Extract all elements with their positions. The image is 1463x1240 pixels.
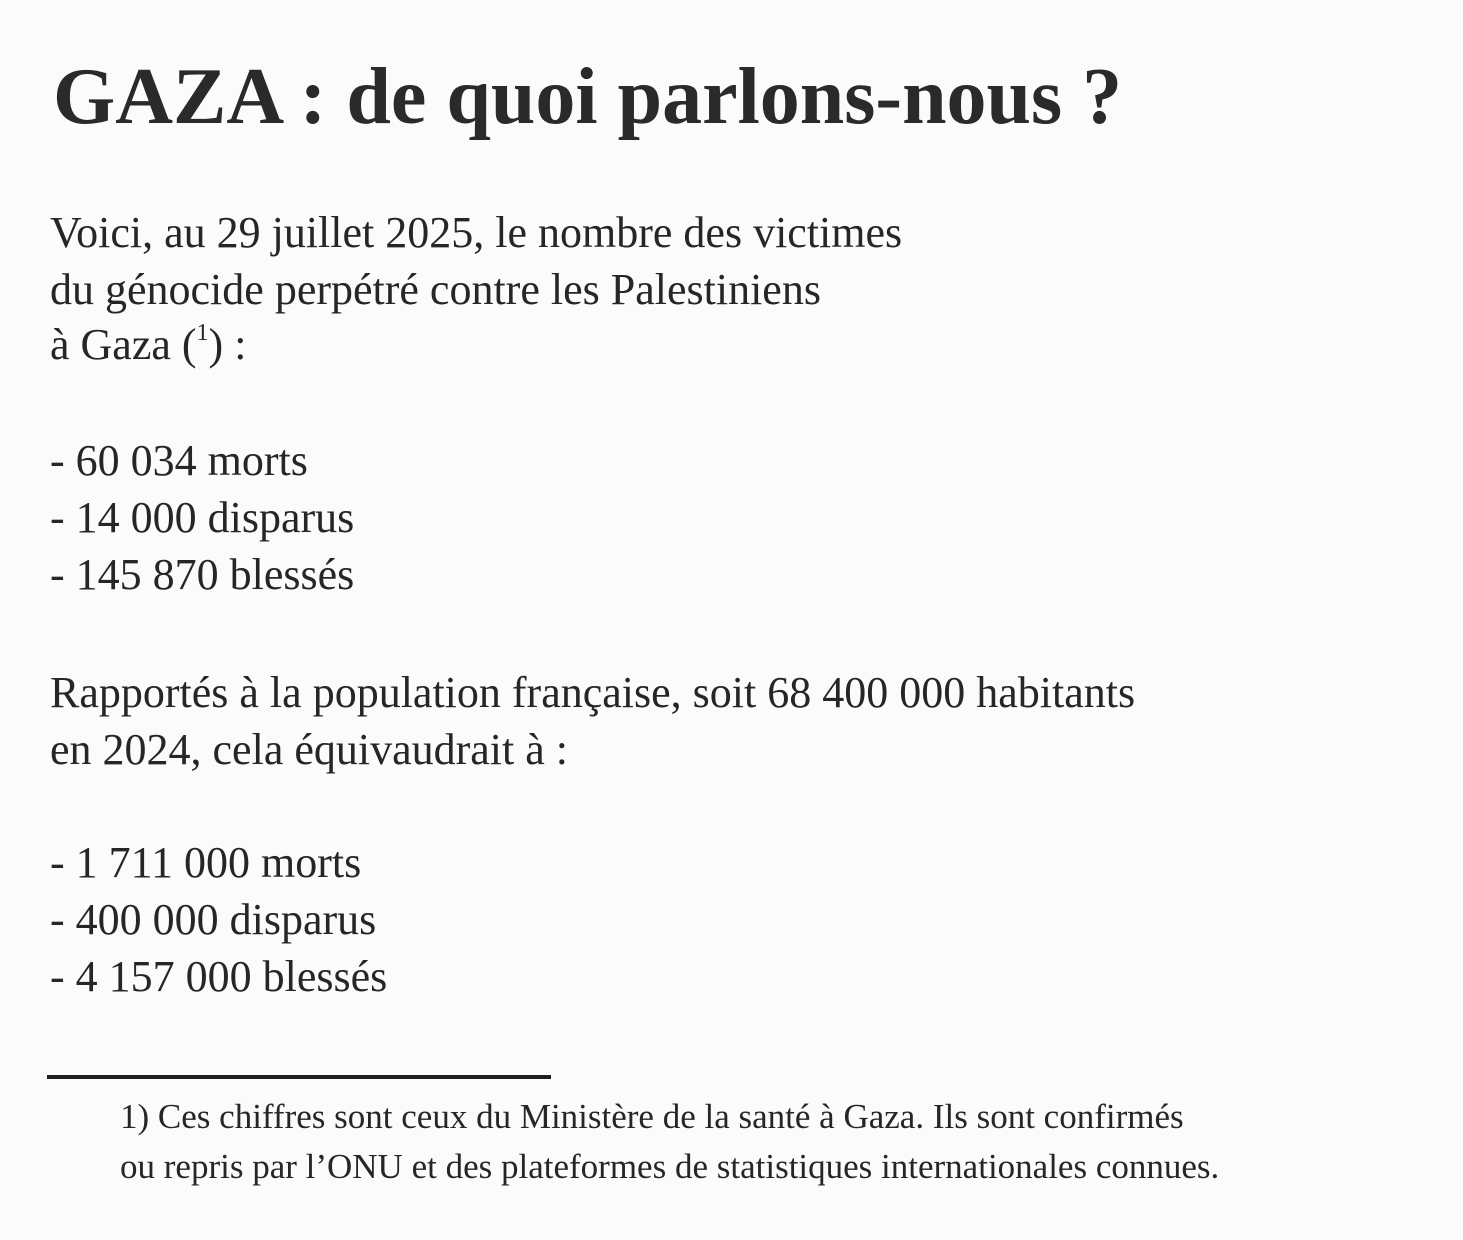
intro-line-3: à Gaza (1) : bbox=[50, 320, 247, 369]
intro-line-3-end: ) : bbox=[208, 320, 247, 369]
france-equivalent-deaths: - 1 711 000 morts bbox=[50, 838, 362, 887]
france-equivalent-injured: - 4 157 000 blessés bbox=[50, 952, 388, 1001]
page-title: GAZA : de quoi parlons-nous ? bbox=[53, 53, 1123, 141]
intro-line-2: du génocide perpétré contre les Palestin… bbox=[50, 265, 821, 314]
footnote-line-1: 1) Ces chiffres sont ceux du Ministère d… bbox=[120, 1097, 1184, 1136]
intro-line-3-text: à Gaza ( bbox=[50, 320, 197, 369]
comparison-line-1: Rapportés à la population française, soi… bbox=[50, 668, 1136, 717]
gaza-figure-deaths: - 60 034 morts bbox=[50, 436, 308, 485]
gaza-figure-missing: - 14 000 disparus bbox=[50, 493, 355, 542]
france-equivalent-missing: - 400 000 disparus bbox=[50, 895, 377, 944]
footnote-divider bbox=[47, 1075, 551, 1079]
gaza-figure-injured: - 145 870 blessés bbox=[50, 550, 355, 599]
comparison-line-2: en 2024, cela équivaudrait à : bbox=[50, 725, 569, 774]
footnote-reference: 1 bbox=[196, 320, 209, 346]
intro-line-1: Voici, au 29 juillet 2025, le nombre des… bbox=[50, 208, 903, 257]
footnote-line-2: ou repris par l’ONU et des plateformes d… bbox=[120, 1147, 1220, 1186]
